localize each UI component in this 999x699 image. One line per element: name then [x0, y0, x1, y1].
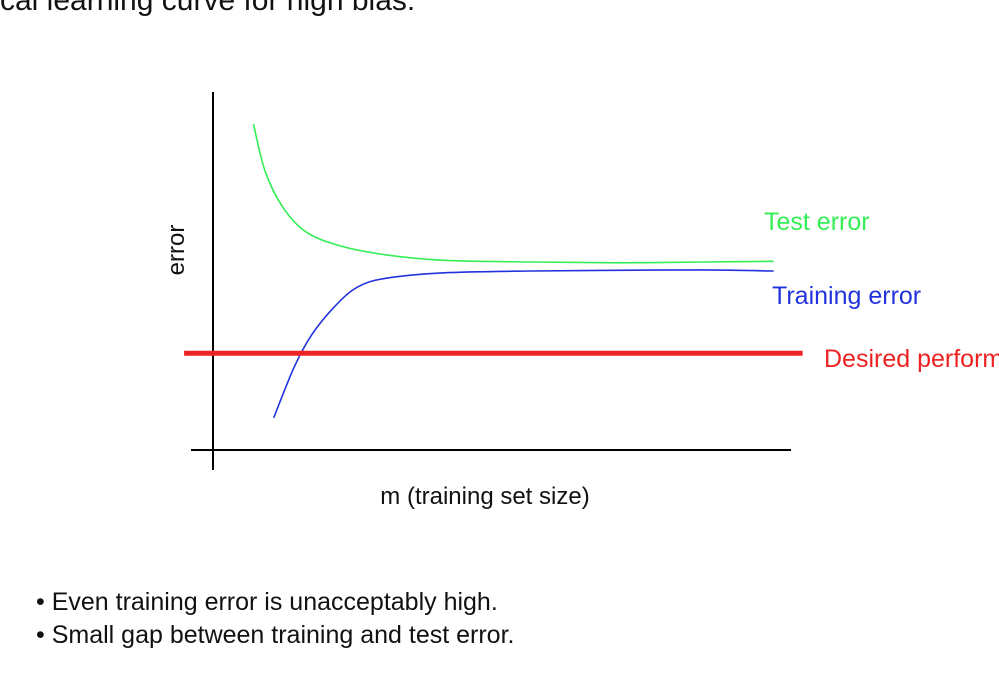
bullet-item: Even training error is unacceptably high…	[36, 586, 514, 619]
y-axis-label: error	[163, 225, 190, 276]
bullet-list: Even training error is unacceptably high…	[36, 586, 515, 652]
bullet-item: Small gap between training and test erro…	[36, 619, 515, 652]
desired-performance-label: Desired performance	[824, 345, 999, 373]
slide-title: cal learning curve for high bias:	[0, 0, 416, 17]
test-error-line	[252, 124, 774, 264]
series-layer	[184, 124, 803, 419]
training-error-label: Training error	[772, 282, 921, 310]
test-error-label: Test error	[764, 208, 870, 236]
x-axis-label: m (training set size)	[380, 483, 589, 510]
training-error-line	[272, 269, 774, 419]
learning-curve-chart: error m (training set size) Test error T…	[163, 92, 999, 510]
